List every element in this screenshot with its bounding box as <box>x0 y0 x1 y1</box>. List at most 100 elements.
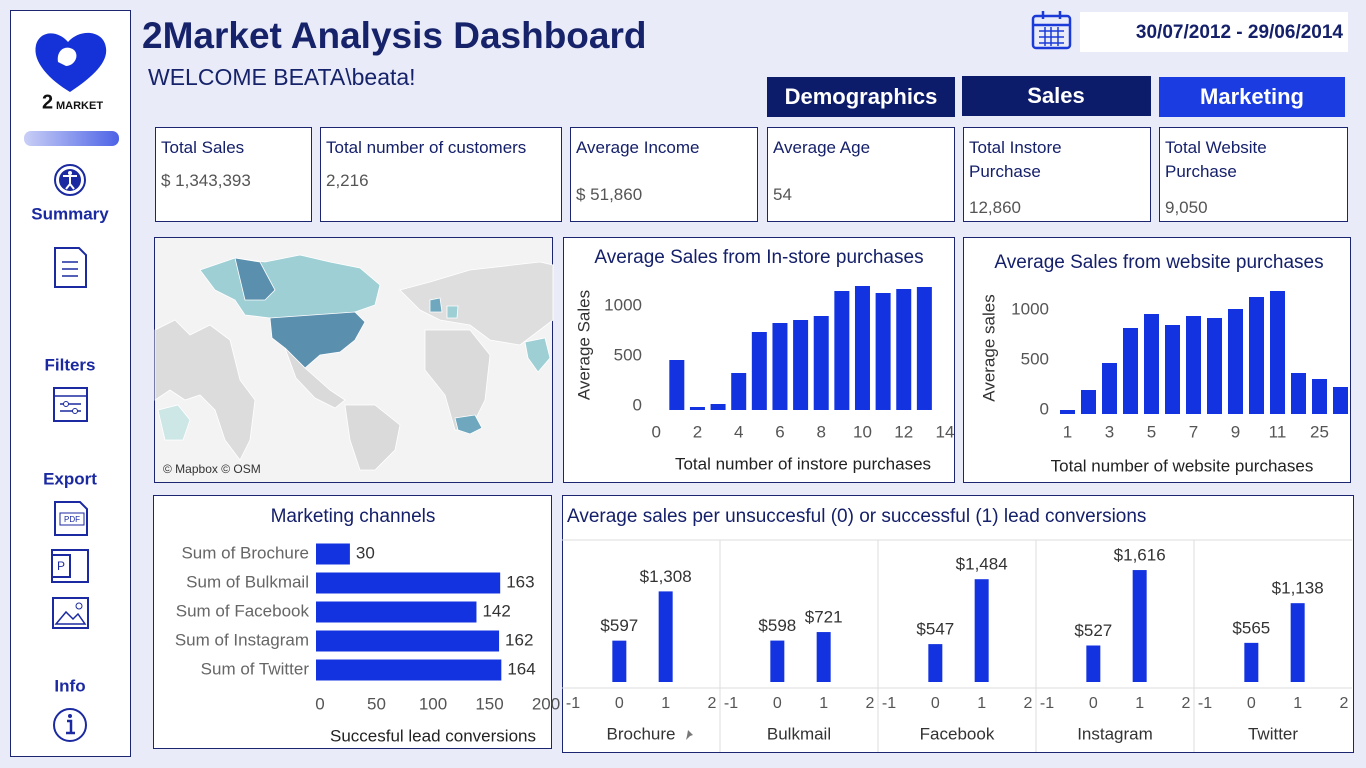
x-tick-label: 0 <box>651 422 660 441</box>
logo-number: 2 <box>42 91 53 113</box>
pdf-icon[interactable]: PDF <box>54 501 88 536</box>
nav-info[interactable]: Info <box>54 676 85 695</box>
kpi-card: Total Instore Purchase 12,860 <box>963 127 1151 222</box>
bar <box>316 659 502 681</box>
chart-title: Average Sales from In-store purchases <box>594 247 923 268</box>
kpi-value: 9,050 <box>1165 198 1208 217</box>
bar <box>816 632 831 682</box>
y-axis-label: Average sales <box>979 294 998 401</box>
svg-text:P: P <box>57 559 65 573</box>
bar <box>834 291 850 410</box>
kpi-value: $ 1,343,393 <box>161 171 251 190</box>
tab-label[interactable]: Sales <box>1027 83 1085 108</box>
nav-summary[interactable]: Summary <box>31 204 109 223</box>
x-tick-label: 0 <box>773 695 782 712</box>
x-tick-label: 1 <box>819 695 828 712</box>
bar <box>1132 570 1147 682</box>
ppt-icon[interactable]: P <box>51 549 89 583</box>
value-label: 142 <box>482 601 510 620</box>
bar <box>669 360 685 410</box>
value-label: $527 <box>1074 621 1112 640</box>
bar <box>1312 379 1327 414</box>
y-tick-label: 0 <box>1040 399 1049 418</box>
value-label: 164 <box>507 659 535 678</box>
kpi-label: Total Website Purchase <box>1165 138 1267 181</box>
bar <box>1081 390 1096 414</box>
category-label: Sum of Bulkmail <box>186 572 309 591</box>
chart-title: Average sales per unsuccesful (0) or suc… <box>567 506 1146 527</box>
image-icon[interactable] <box>52 597 89 629</box>
x-axis-label: Total number of instore purchases <box>675 454 931 473</box>
kpi-card: Total Website Purchase 9,050 <box>1159 127 1348 222</box>
bar <box>1186 316 1201 414</box>
x-tick-label: 8 <box>816 422 825 441</box>
bar <box>731 373 747 410</box>
kpi-label: Average Age <box>773 138 871 157</box>
x-tick-label: -1 <box>724 695 738 712</box>
dashboard-title: 2Market Analysis Dashboard <box>142 15 647 56</box>
bar <box>316 572 501 594</box>
tab-label[interactable]: Marketing <box>1200 84 1304 109</box>
x-tick-label: 0 <box>1247 695 1256 712</box>
x-tick-label: -1 <box>1198 695 1212 712</box>
chart-title: Average Sales from website purchases <box>994 252 1323 273</box>
x-tick-label: 4 <box>734 422 743 441</box>
kpi-label: Average Income <box>576 138 700 157</box>
bar <box>1165 325 1180 414</box>
category-label: Sum of Brochure <box>181 543 309 562</box>
tab-sales[interactable] <box>962 76 1151 116</box>
doc-icon[interactable] <box>54 247 87 288</box>
x-tick-label: 12 <box>894 422 913 441</box>
info-icon[interactable] <box>53 708 87 742</box>
bar <box>1102 363 1117 414</box>
x-tick-label: 5 <box>1147 422 1156 441</box>
bar <box>710 404 726 410</box>
bar <box>854 286 870 410</box>
kpi-card: Average Income $ 51,860 <box>570 127 758 222</box>
x-tick-label: 6 <box>775 422 784 441</box>
date-box[interactable] <box>1080 12 1348 52</box>
bar <box>751 332 767 410</box>
bar <box>1290 603 1305 682</box>
bar <box>916 287 932 410</box>
divider <box>24 131 119 146</box>
sidebar <box>10 10 131 757</box>
tab-demographics[interactable] <box>767 77 955 117</box>
value-label: 163 <box>506 572 534 591</box>
kpi-label: Total Sales <box>161 138 245 157</box>
bar <box>875 293 891 410</box>
x-tick-label: 100 <box>419 694 447 713</box>
summary-icon[interactable] <box>54 164 86 196</box>
value-label: $565 <box>1232 618 1270 637</box>
tab-label[interactable]: Demographics <box>785 84 938 109</box>
filter-icon[interactable] <box>53 387 88 422</box>
category-label: Sum of Instagram <box>175 630 309 649</box>
kpi-value: 54 <box>773 185 792 204</box>
calendar-icon[interactable] <box>1031 11 1072 50</box>
value-label: 162 <box>505 630 533 649</box>
y-tick-label: 1000 <box>1011 299 1049 318</box>
x-tick-label: 9 <box>1231 422 1240 441</box>
x-tick-label: 0 <box>615 695 624 712</box>
bar <box>316 630 500 652</box>
x-axis-label: Succesful lead conversions <box>330 726 536 745</box>
x-tick-label: 1 <box>1135 695 1144 712</box>
x-tick-label: 3 <box>1105 422 1114 441</box>
x-tick-label: 0 <box>315 694 324 713</box>
nav-export[interactable]: Export <box>43 469 97 488</box>
x-tick-label: 2 <box>1024 695 1033 712</box>
bar <box>658 591 673 682</box>
tab-marketing[interactable] <box>1159 77 1345 117</box>
kpi-card: Total number of customers 2,216 <box>320 127 562 222</box>
value-label: $1,138 <box>1272 579 1324 598</box>
facet-label: Twitter <box>1248 724 1298 743</box>
value-label: $547 <box>916 620 954 639</box>
bar <box>928 644 943 682</box>
value-label: $597 <box>600 616 638 635</box>
x-tick-label: 2 <box>1182 695 1191 712</box>
nav-filters[interactable]: Filters <box>44 355 95 374</box>
date-range[interactable]: 30/07/2012 - 29/06/2014 <box>1136 22 1344 43</box>
bar <box>1060 410 1075 414</box>
bar <box>316 601 477 623</box>
